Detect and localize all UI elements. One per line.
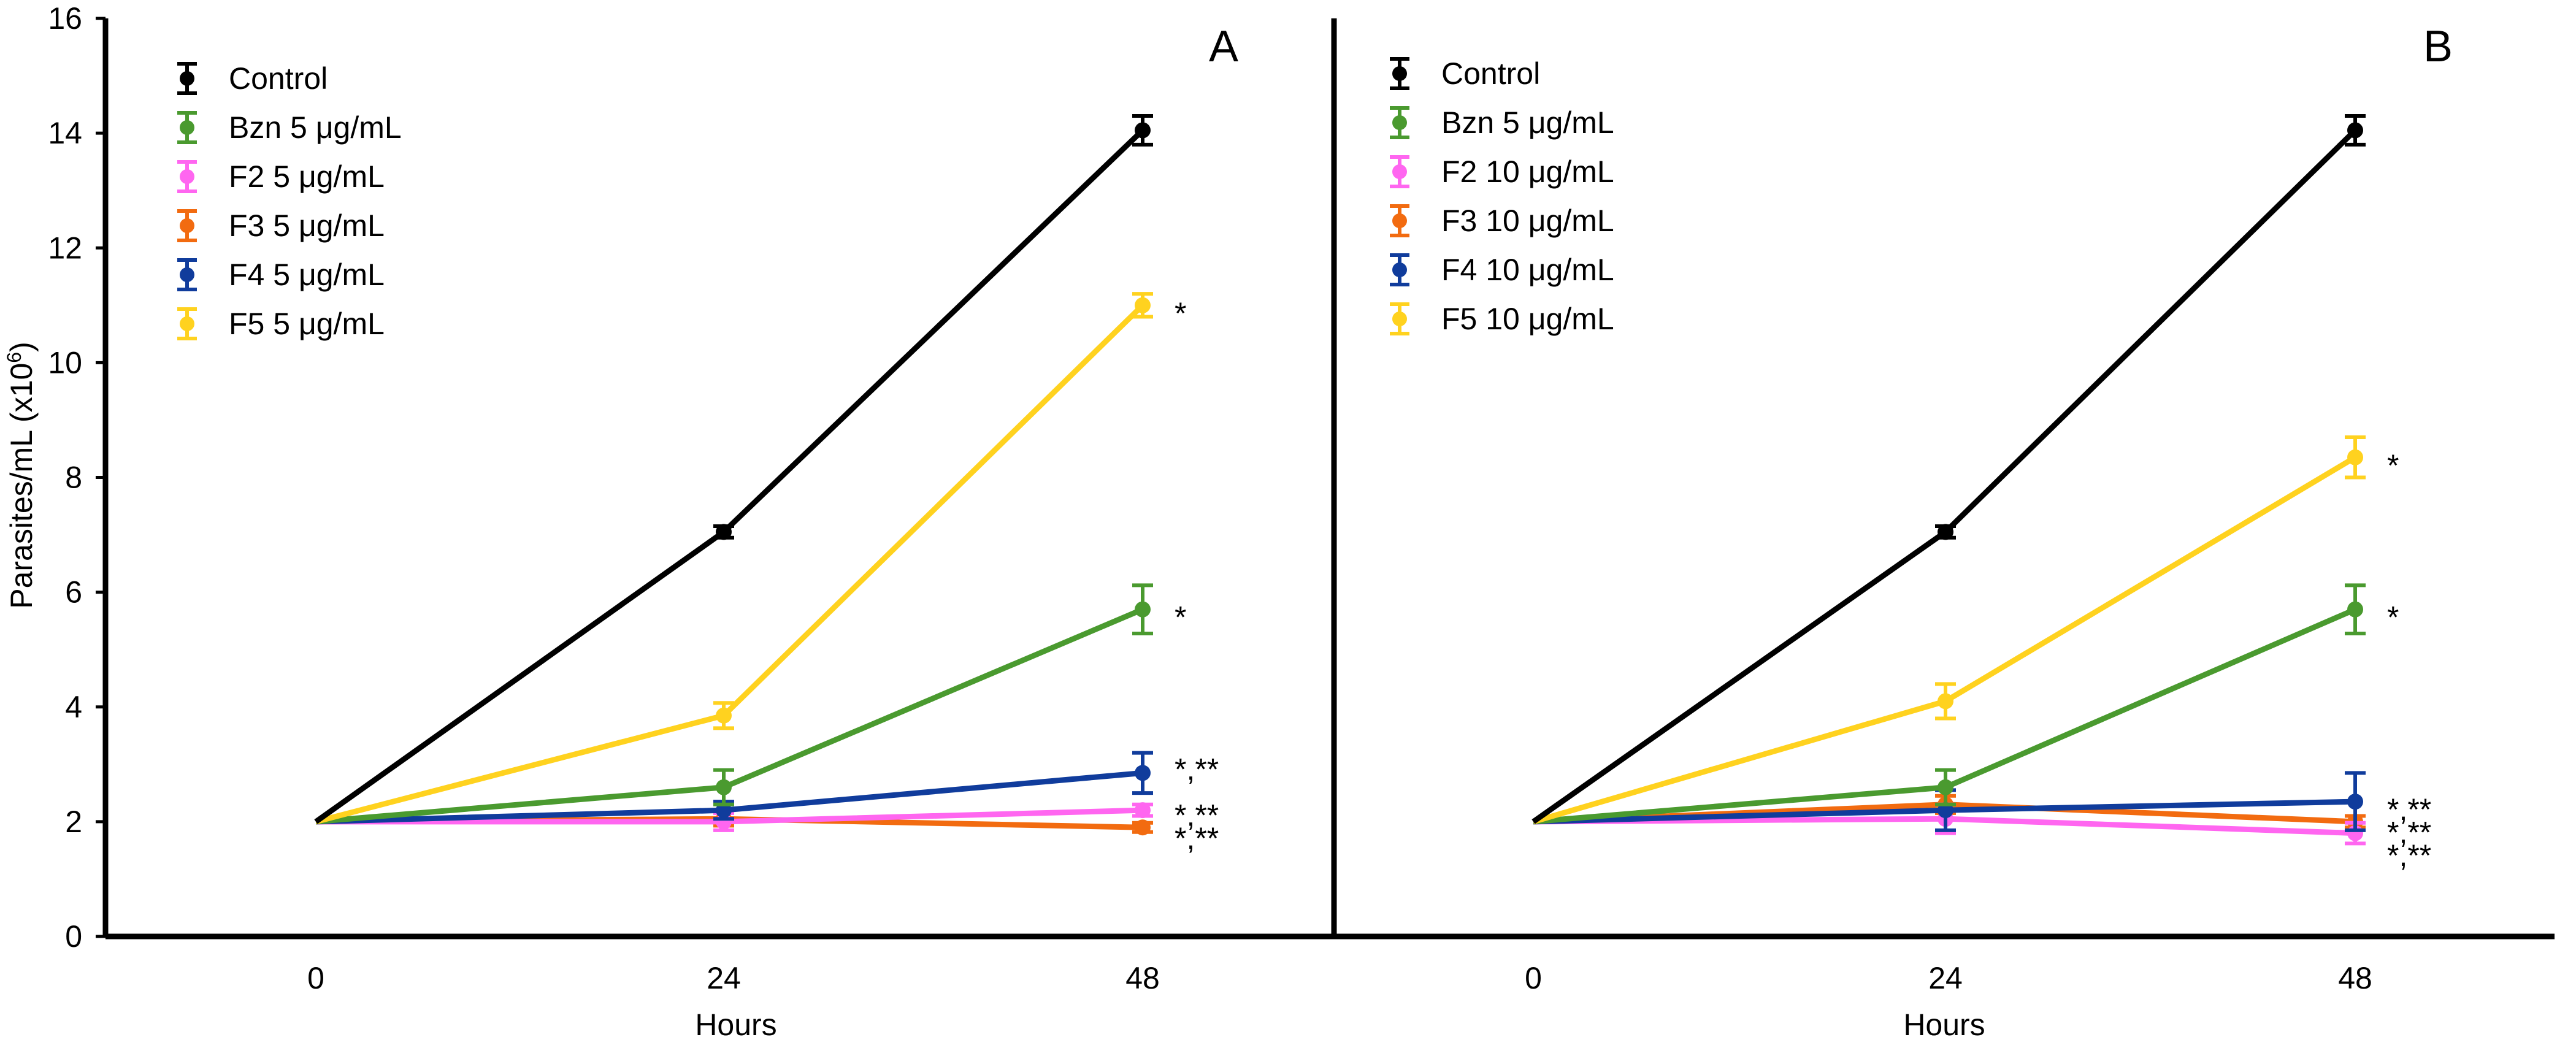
legend-entry: F2 10 μg/mL [1441, 155, 1614, 189]
y-axis-title-exponent: 6 [3, 352, 25, 363]
significance-annotation: *,** [1175, 752, 1219, 787]
legend-entry: F3 5 μg/mL [229, 209, 385, 243]
data-point [2347, 601, 2363, 618]
legend-swatch-marker [180, 316, 194, 331]
significance-annotation: * [2387, 448, 2399, 483]
significance-annotation: * [1175, 296, 1186, 331]
series-line [1532, 454, 2357, 825]
y-tick-label: 0 [65, 919, 82, 954]
x-tick-label: 0 [307, 961, 324, 995]
y-axis-title-close: ) [4, 342, 39, 352]
y-tick-label: 8 [65, 461, 82, 495]
significance-annotation: *,** [2387, 792, 2431, 827]
data-point [1938, 524, 1953, 540]
y-tick-label: 2 [65, 805, 82, 839]
data-point [2347, 794, 2363, 810]
data-point [1135, 601, 1151, 618]
significance-annotation: *,** [1175, 798, 1219, 832]
legend-swatch-marker [1392, 213, 1407, 228]
significance-annotation: *,** [2387, 838, 2431, 873]
legend-swatch-marker [1392, 164, 1407, 179]
legend-entry: F4 5 μg/mL [229, 258, 385, 292]
y-axis-title-main: Parasites/mL (x10 [4, 363, 39, 609]
legend-entry: F3 10 μg/mL [1441, 204, 1614, 238]
panel-letter: B [2423, 22, 2453, 71]
data-point [1135, 765, 1151, 781]
data-point [1135, 297, 1151, 313]
y-axis-title: Parasites/mL (x106) [3, 342, 39, 609]
chart-panel-b: 0 24 48 Hours B Control Bzn 5 μg/mL F2 10 μg/mL… [1334, 22, 2555, 1042]
legend-swatch-marker [1392, 115, 1407, 130]
significance-annotation: *,** [1175, 821, 1219, 856]
y-tick-label: 10 [48, 345, 82, 380]
legend-entry: F2 5 μg/mL [229, 159, 385, 194]
legend-entry: Bzn 5 μg/mL [1441, 105, 1614, 140]
data-point [1135, 122, 1151, 139]
legend-entry: Bzn 5 μg/mL [229, 110, 402, 145]
x-tick-label: 0 [1525, 961, 1542, 995]
data-point [716, 779, 732, 795]
y-tick-label: 16 [48, 1, 82, 36]
data-point [1135, 819, 1151, 836]
legend-swatch-marker [180, 120, 194, 135]
data-point [2347, 122, 2363, 139]
y-tick-label: 4 [65, 690, 82, 724]
legend-swatch-marker [180, 218, 194, 233]
x-axis-title: Hours [1903, 1008, 1985, 1042]
panel-letter: A [1209, 22, 1238, 71]
legend-entry: F5 10 μg/mL [1441, 302, 1614, 336]
x-tick-label: 24 [1928, 961, 1963, 995]
legend-swatch-marker [180, 71, 194, 86]
legend-entry: Control [229, 61, 328, 96]
legend-entry: F5 5 μg/mL [229, 307, 385, 341]
significance-annotation: * [2387, 600, 2399, 635]
significance-annotation: *,** [2387, 816, 2431, 850]
y-tick-label: 6 [65, 575, 82, 610]
legend-swatch-marker [1392, 312, 1407, 326]
data-point [716, 524, 732, 540]
data-point [1938, 779, 1953, 795]
data-point [1938, 693, 1953, 710]
x-tick-label: 48 [2338, 961, 2372, 995]
legend-entry: Control [1441, 56, 1540, 91]
legend-swatch-marker [180, 169, 194, 184]
legend-entry: F4 10 μg/mL [1441, 253, 1614, 287]
x-axis-title: Hours [695, 1008, 776, 1042]
data-point [716, 707, 732, 724]
data-point [2347, 449, 2363, 465]
x-tick-label: 48 [1125, 961, 1160, 995]
series-line [315, 303, 1145, 825]
significance-annotation: * [1175, 600, 1186, 635]
y-tick-label: 12 [48, 231, 82, 265]
legend-swatch-marker [1392, 262, 1407, 277]
y-tick-label: 14 [48, 116, 82, 150]
legend-swatch-marker [180, 267, 194, 282]
legend-swatch-marker [1392, 66, 1407, 81]
data-point [1135, 802, 1151, 819]
x-tick-label: 24 [707, 961, 741, 995]
